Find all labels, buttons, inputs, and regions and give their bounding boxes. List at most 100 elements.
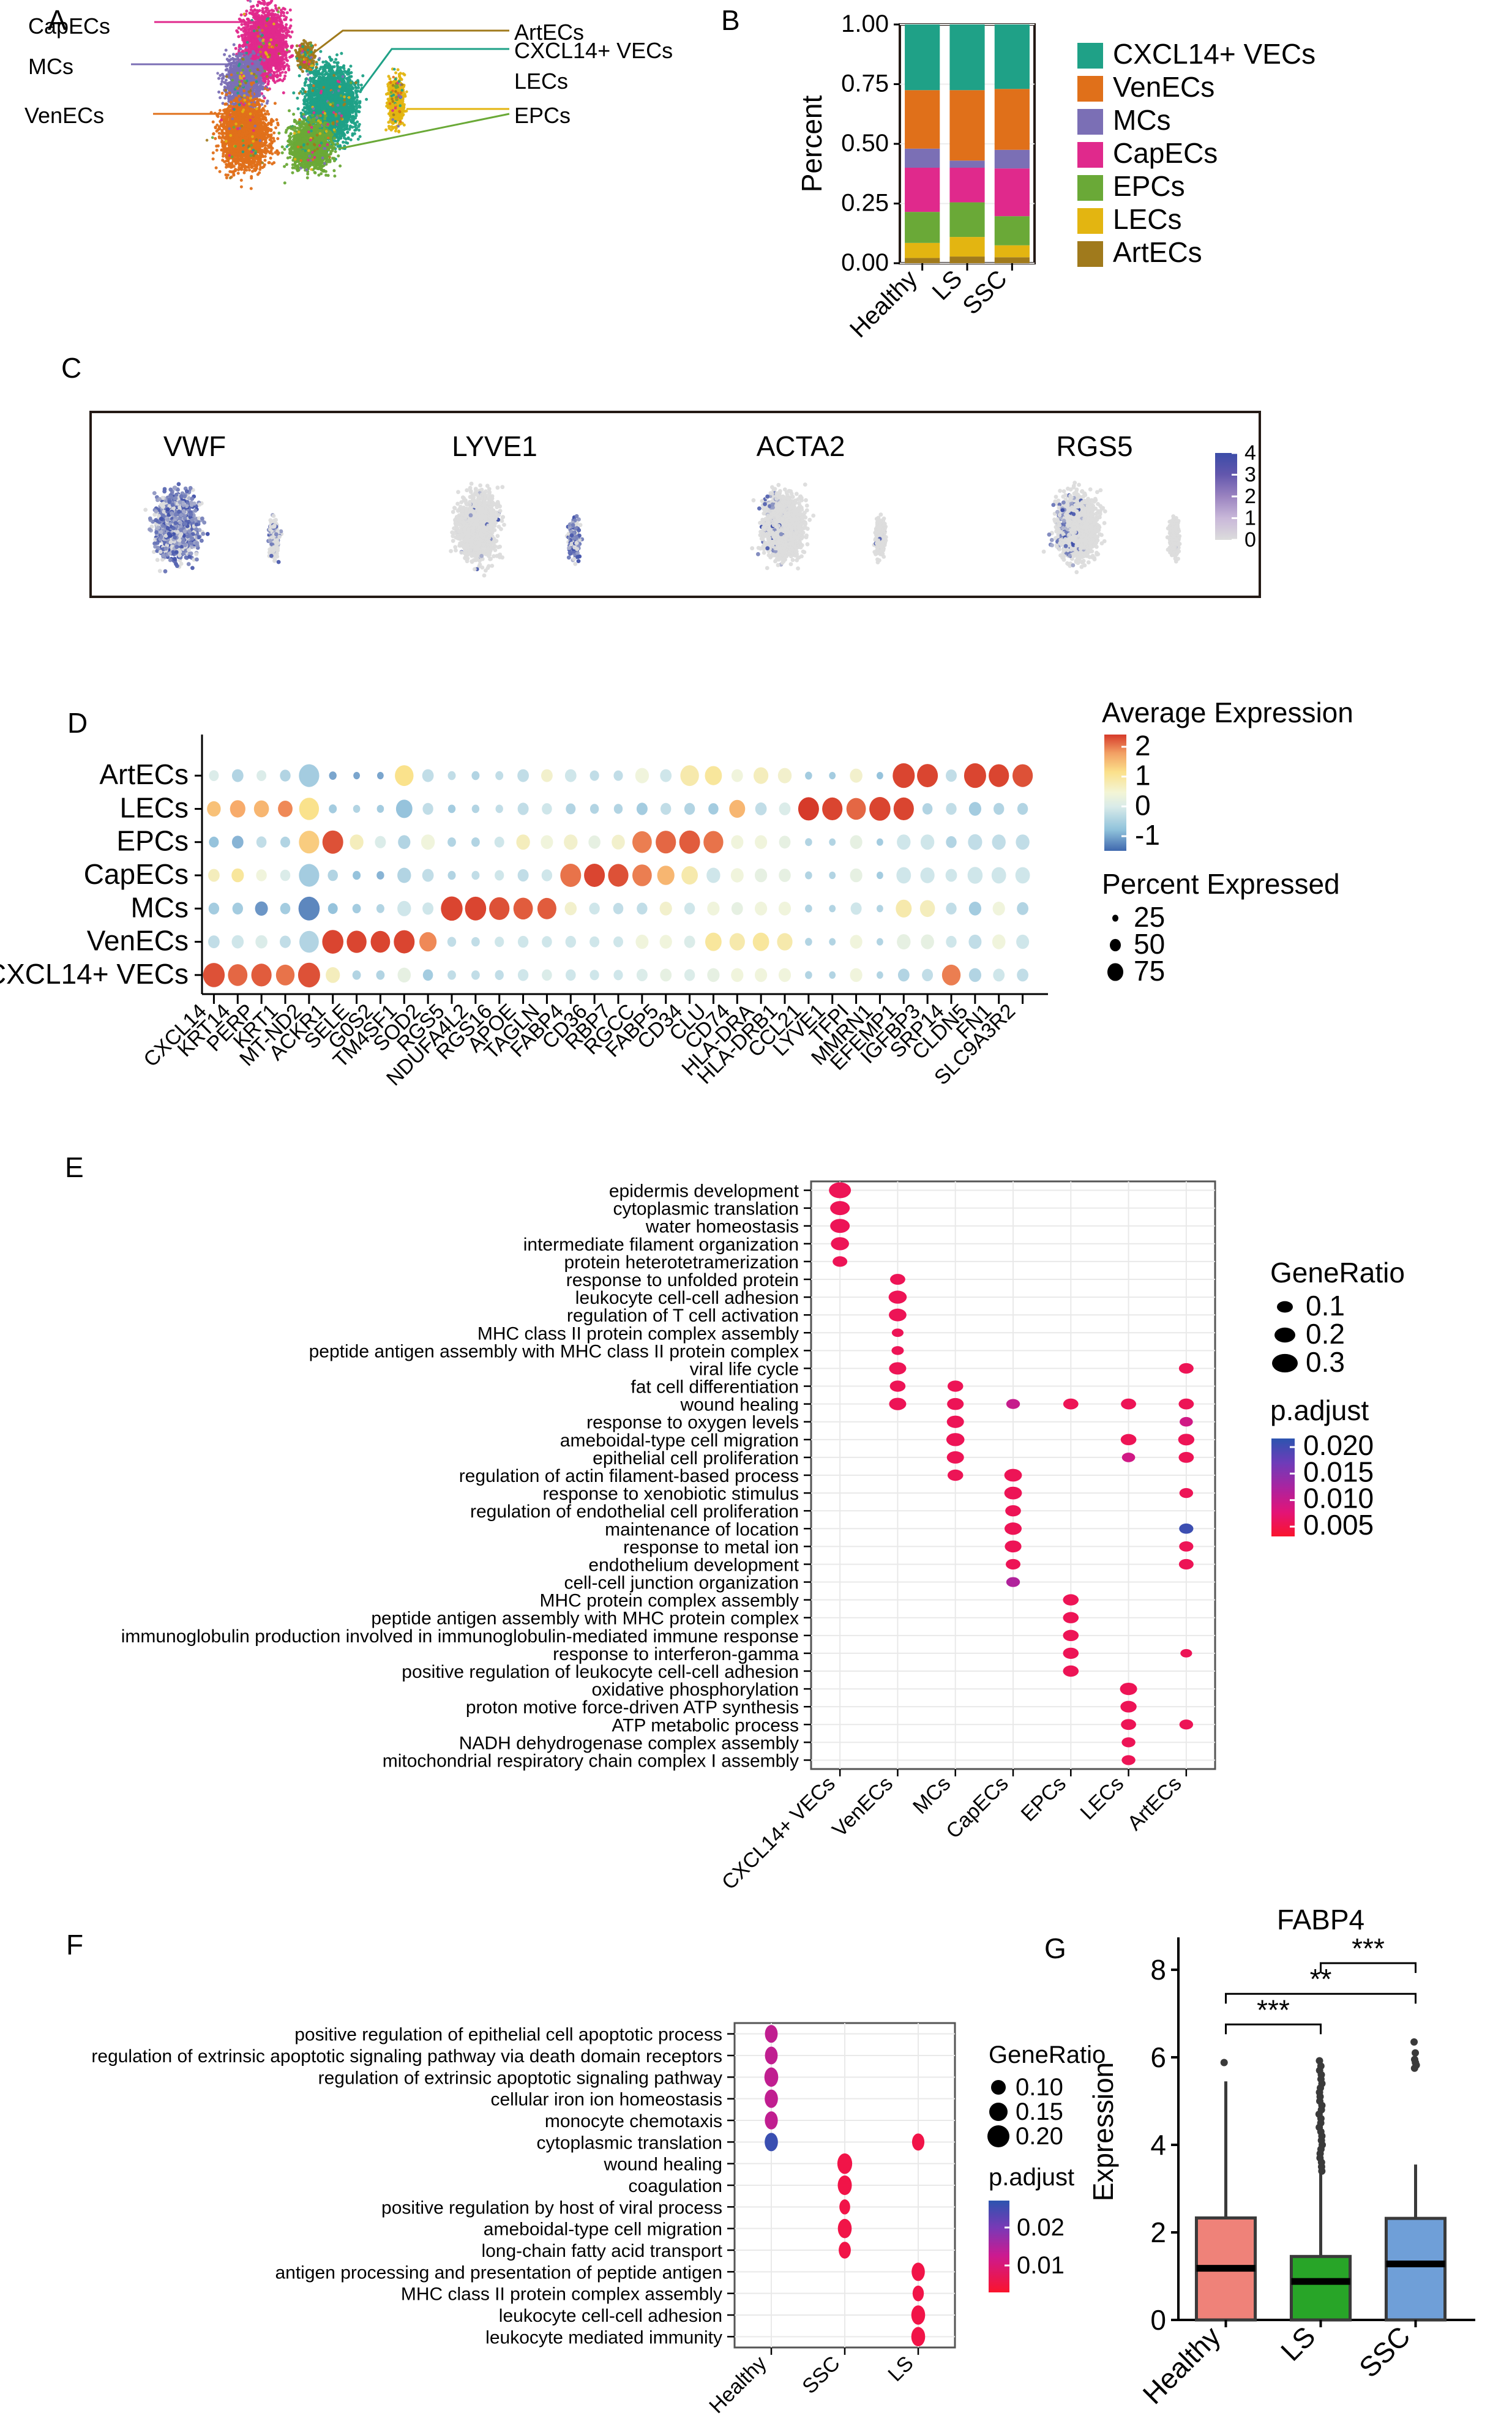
dot — [805, 771, 812, 780]
dot — [877, 905, 883, 913]
stack-segment — [994, 24, 1030, 89]
dot — [398, 835, 411, 849]
dot — [376, 970, 385, 980]
dot — [1017, 802, 1028, 815]
dot — [729, 799, 746, 818]
dot — [805, 871, 812, 880]
dot — [612, 834, 625, 850]
stack-segment — [905, 24, 940, 91]
dot — [850, 968, 863, 982]
go-dot — [831, 1237, 849, 1251]
go-dot — [765, 2046, 778, 2065]
dot — [350, 834, 364, 850]
go-dot — [839, 2242, 851, 2259]
umap-label-cxcl14-vecs: CXCL14+ VECs — [514, 38, 673, 64]
dot — [613, 936, 623, 948]
dot — [253, 800, 269, 818]
go-term: regulation of extrinsic apoptotic signal… — [91, 2046, 722, 2067]
dot — [541, 769, 553, 782]
panel-e-label: E — [65, 1151, 84, 1184]
dot — [1017, 902, 1028, 915]
dot — [632, 831, 652, 853]
go-dot — [889, 1397, 907, 1410]
dot — [353, 804, 361, 813]
outlier — [1318, 2167, 1326, 2175]
stack-segment — [994, 89, 1030, 150]
go-dot — [765, 2111, 778, 2130]
panel-a: A CapECs MCs VenECs ArtECs CXCL14+ VECs … — [0, 0, 704, 343]
dot — [228, 964, 248, 986]
go-dot — [1121, 1453, 1136, 1462]
dot — [989, 764, 1009, 787]
dot — [471, 804, 480, 814]
go-dot — [837, 2153, 853, 2174]
dot — [566, 803, 576, 815]
dot — [465, 896, 487, 921]
dot — [730, 868, 744, 883]
dot — [298, 896, 320, 921]
go-dot — [890, 1274, 905, 1285]
dot — [441, 896, 463, 921]
dot — [208, 869, 220, 882]
stack-segment — [949, 160, 985, 168]
umap-label-epcs: EPCs — [514, 103, 571, 129]
dot — [752, 932, 769, 951]
go-dot — [889, 1308, 907, 1322]
stack-segment — [905, 90, 940, 149]
dot — [471, 870, 480, 880]
dot — [919, 900, 935, 918]
dot — [375, 836, 386, 848]
dot — [542, 969, 552, 981]
stack-segment — [949, 256, 985, 263]
dot — [560, 864, 582, 887]
panel-c-label: C — [61, 351, 81, 384]
go-term: antigen processing and presentation of p… — [275, 2262, 722, 2283]
go-term: ameboidal-type cell migration — [484, 2220, 722, 2240]
dot — [608, 864, 629, 887]
dot — [447, 771, 456, 780]
dot — [755, 835, 768, 849]
stack-segment — [905, 212, 940, 243]
go-dot — [911, 2327, 926, 2347]
panel-f-go-dotplot: positive regulation of epithelial cell a… — [91, 2022, 1106, 2418]
dot — [256, 836, 267, 848]
go-dot — [1120, 1700, 1137, 1713]
dot — [232, 902, 243, 915]
go-dot — [1005, 1522, 1022, 1535]
dot — [346, 930, 367, 953]
dot — [635, 768, 649, 784]
dot — [777, 768, 792, 784]
dot — [589, 970, 599, 981]
dot — [822, 797, 843, 820]
dot — [329, 771, 337, 780]
dot — [755, 902, 768, 916]
dot — [377, 772, 384, 780]
go-dot — [765, 2089, 778, 2108]
dot — [920, 834, 935, 850]
dot — [684, 935, 695, 948]
dot — [967, 867, 983, 884]
outlier — [1220, 2059, 1228, 2067]
panel-b-label: B — [721, 4, 740, 37]
stack-segment — [949, 237, 985, 257]
dot — [968, 934, 982, 949]
dot — [588, 835, 601, 849]
go-dot — [891, 1328, 904, 1337]
dot — [322, 930, 343, 954]
dot — [471, 837, 480, 847]
dot — [376, 871, 384, 880]
dot — [829, 905, 836, 913]
dot — [280, 869, 291, 881]
panel-e: E epidermis development cytoplasmic trans… — [0, 1151, 1512, 1895]
dot — [275, 964, 295, 986]
go-dot — [837, 2218, 852, 2239]
dot — [395, 799, 413, 818]
dot — [397, 867, 411, 883]
dot — [703, 831, 724, 853]
dot — [209, 836, 219, 848]
go-dot — [1004, 1486, 1022, 1500]
dot — [946, 836, 957, 848]
panel-a-umap — [131, 0, 510, 190]
